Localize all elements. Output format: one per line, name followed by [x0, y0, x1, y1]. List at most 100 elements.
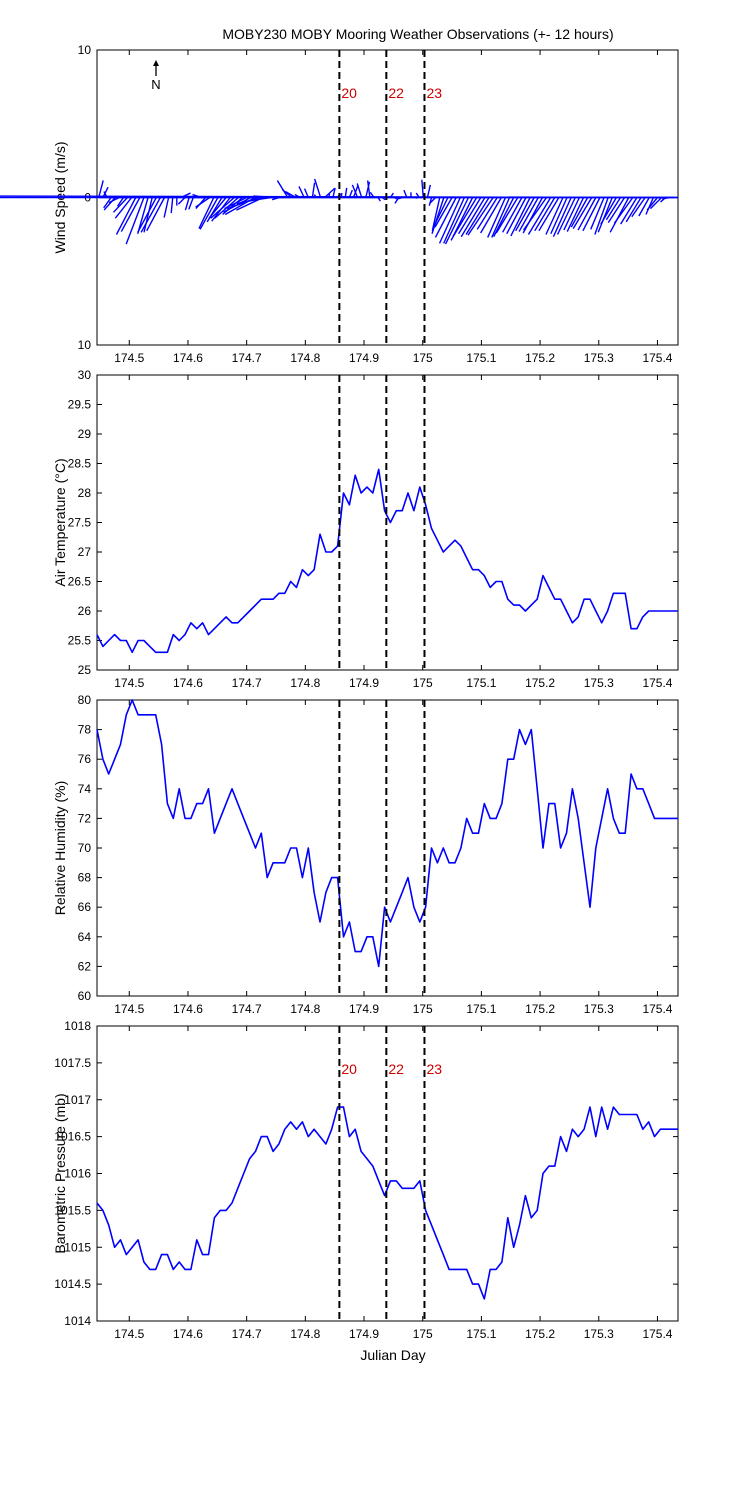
- x-tick-label: 175.3: [584, 1327, 614, 1341]
- wind-stick: [226, 196, 260, 210]
- wind-stick: [188, 197, 194, 210]
- wind-stick: [594, 197, 609, 235]
- figure-title: MOBY230 MOBY Mooring Weather Observation…: [222, 26, 613, 42]
- chart-panel-1: 174.5 174.6 174.7 174.8 174.9 175 175.1 175.2 17…: [0, 43, 679, 365]
- wind-stick: [210, 196, 235, 219]
- wind-stick: [125, 197, 145, 245]
- wind-stick: [550, 197, 568, 235]
- y-tick-label: 30: [78, 368, 92, 382]
- x-tick-label: 174.8: [290, 1002, 320, 1016]
- wind-stick: [625, 197, 642, 223]
- panels: 174.5 174.6 174.7 174.8 174.9 175 175.1 175.2 17…: [0, 43, 679, 1341]
- wind-stick: [443, 197, 466, 244]
- wind-stick: [620, 197, 638, 225]
- y-tick-label: 1015.5: [54, 1203, 91, 1217]
- wind-stick: [428, 197, 433, 206]
- north-label: N: [151, 77, 160, 92]
- wind-stick: [495, 197, 519, 234]
- wind-stick: [311, 182, 316, 198]
- chart-panel-4: 174.5 174.6 174.7 174.8 174.9 175 175.1 175.2 17…: [52, 1019, 679, 1341]
- y-tick-label: 1015: [64, 1240, 91, 1254]
- x-tick-label: 174.6: [173, 1327, 203, 1341]
- x-tick-label: 175: [413, 1327, 433, 1341]
- wind-stick: [600, 197, 617, 225]
- y-tick-label: 10: [78, 43, 92, 57]
- wind-stick: [434, 197, 457, 238]
- y-tick-label: 80: [78, 693, 92, 707]
- marker-label: 22: [388, 1061, 404, 1077]
- y-tick-label: 26.5: [68, 575, 92, 589]
- x-tick-label: 174.7: [232, 1327, 262, 1341]
- wind-stick: [143, 197, 153, 233]
- x-tick-label: 175: [413, 351, 433, 365]
- x-tick-label: 175.4: [642, 676, 672, 690]
- wind-stick: [487, 197, 507, 238]
- wind-stick: [137, 197, 157, 233]
- y-tick-label: 76: [78, 752, 92, 766]
- wind-stick: [140, 197, 161, 233]
- x-tick-label: 175.1: [466, 1002, 496, 1016]
- y-tick-label: 68: [78, 871, 92, 885]
- wind-stick: [613, 197, 634, 224]
- x-tick-label: 174.7: [232, 351, 262, 365]
- x-tick-label: 174.8: [290, 351, 320, 365]
- x-tick-label: 175.2: [525, 351, 555, 365]
- wind-stick: [115, 197, 137, 235]
- y-tick-label: 28: [78, 486, 92, 500]
- y-tick-label: 60: [78, 989, 92, 1003]
- wind-stick: [552, 197, 572, 238]
- y-axis-label: Relative Humidity (%): [52, 781, 68, 916]
- north-arrowhead-icon: [153, 60, 159, 66]
- marker-label: 23: [426, 1061, 442, 1077]
- wind-stick: [476, 197, 498, 230]
- marker-label: 23: [426, 85, 442, 101]
- x-tick-label: 174.9: [349, 351, 379, 365]
- y-tick-label: 27: [78, 545, 92, 559]
- x-tick-label: 174.9: [349, 1002, 379, 1016]
- wind-stick: [351, 184, 359, 198]
- wind-stick: [577, 197, 597, 231]
- wind-stick: [631, 197, 646, 218]
- wind-stick: [344, 187, 348, 198]
- y-tick-label: 10: [78, 338, 92, 352]
- wind-stick: [570, 197, 589, 228]
- x-tick-label: 175.4: [642, 1327, 672, 1341]
- x-tick-label: 174.5: [114, 1327, 144, 1341]
- wind-stick: [103, 197, 116, 211]
- y-tick-label: 78: [78, 723, 92, 737]
- y-tick-label: 26: [78, 604, 92, 618]
- x-tick-label: 174.9: [349, 1327, 379, 1341]
- wind-stick: [332, 187, 336, 198]
- wind-stick: [298, 186, 305, 198]
- wind-stick: [98, 180, 104, 198]
- wind-stick: [366, 180, 371, 198]
- y-tick-label: 66: [78, 900, 92, 914]
- x-tick-label: 174.5: [114, 351, 144, 365]
- wind-stick: [493, 197, 515, 238]
- x-tick-label: 175.1: [466, 676, 496, 690]
- y-tick-label: 29.5: [68, 398, 92, 412]
- x-tick-label: 174.6: [173, 1002, 203, 1016]
- wind-stick: [605, 197, 622, 221]
- x-tick-label: 174.6: [173, 351, 203, 365]
- x-tick-label: 175.3: [584, 676, 614, 690]
- x-tick-label: 174.8: [290, 1327, 320, 1341]
- y-tick-label: 1017.5: [54, 1056, 91, 1070]
- wind-stick: [538, 197, 560, 232]
- y-tick-label: 70: [78, 841, 92, 855]
- wind-stick: [465, 197, 490, 235]
- wind-stick: [438, 197, 461, 244]
- wind-stick: [534, 197, 556, 232]
- wind-stick: [314, 178, 322, 198]
- x-tick-label: 175.4: [642, 351, 672, 365]
- wind-stick: [452, 197, 478, 238]
- x-tick-label: 174.8: [290, 676, 320, 690]
- marker-label: 22: [388, 85, 404, 101]
- wind-stick: [177, 197, 186, 205]
- wind-stick: [120, 197, 141, 232]
- wind-stick: [429, 197, 437, 204]
- x-tick-label: 175.2: [525, 1002, 555, 1016]
- y-axis-label: Barometric Pressure (mb): [52, 1093, 68, 1253]
- wind-stick: [649, 197, 663, 210]
